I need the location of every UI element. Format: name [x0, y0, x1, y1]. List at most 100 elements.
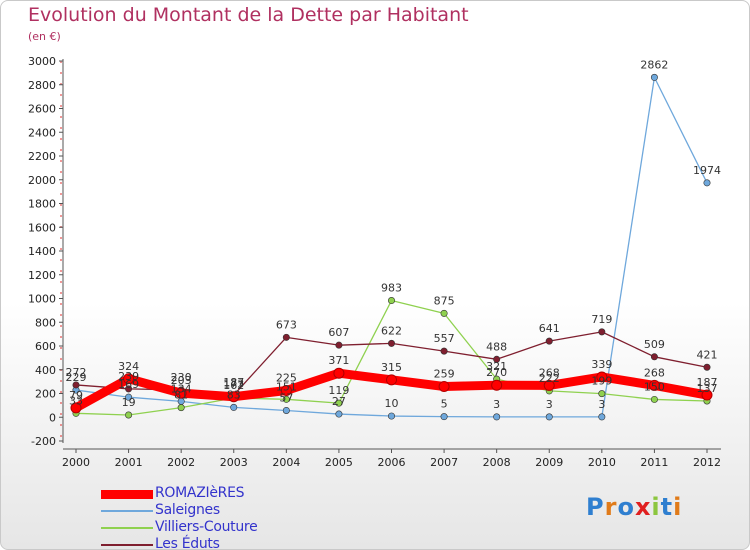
data-point: [282, 333, 290, 341]
data-point: [282, 406, 290, 414]
data-point: [598, 413, 606, 421]
data-point: [228, 391, 240, 403]
data-point: [333, 367, 345, 379]
data-label: 150: [644, 380, 665, 393]
data-point: [596, 371, 608, 383]
data-label: 622: [381, 324, 402, 337]
y-tick-label: 600: [35, 340, 56, 353]
legend-swatch: [101, 544, 153, 546]
chart-subtitle: (en €): [28, 30, 61, 43]
legend-label: ROMAZIèRES: [155, 485, 245, 501]
data-label: 79: [69, 389, 83, 402]
y-tick-label: 2400: [28, 126, 56, 139]
data-point: [543, 379, 555, 391]
y-tick-label: 3000: [28, 55, 56, 68]
y-tick-label: 2800: [28, 79, 56, 92]
data-point: [440, 347, 448, 355]
data-label: 239: [118, 370, 139, 383]
x-tick-label: 2007: [430, 456, 458, 469]
y-tick-label: 2000: [28, 174, 56, 187]
data-label: 10: [385, 397, 399, 410]
proxiti-logo: Proxiti: [586, 493, 683, 521]
data-label: 187: [697, 376, 718, 389]
legend-label: Saleignes: [155, 502, 220, 518]
data-point: [440, 413, 448, 421]
data-label: 607: [328, 326, 349, 339]
legend-item: ROMAZIèRES: [101, 485, 401, 502]
x-tick-label: 2005: [325, 456, 353, 469]
x-tick-label: 2006: [378, 456, 406, 469]
data-label: 983: [381, 282, 402, 295]
data-point: [598, 390, 606, 398]
data-label: 268: [539, 366, 560, 379]
data-point: [125, 411, 133, 419]
data-label: 187: [223, 376, 244, 389]
data-point: [440, 309, 448, 317]
legend-swatch: [101, 489, 153, 499]
data-label: 557: [434, 332, 455, 345]
data-label: 230: [171, 371, 192, 384]
data-label: 57: [279, 391, 293, 404]
data-point: [545, 337, 553, 345]
data-label: 203: [171, 374, 192, 387]
data-point: [701, 389, 713, 401]
x-tick-label: 2009: [535, 456, 563, 469]
y-tick-label: 1400: [28, 245, 56, 258]
data-label: 1974: [693, 164, 721, 177]
data-label: 3: [493, 398, 500, 411]
data-point: [650, 395, 658, 403]
data-label: 173: [223, 378, 244, 391]
data-point: [70, 402, 82, 414]
data-label: 3: [546, 398, 553, 411]
data-label: 641: [539, 322, 560, 335]
data-label: 134: [171, 382, 192, 395]
data-point: [650, 353, 658, 361]
legend-label: Les Éduts: [155, 536, 220, 550]
data-label: 33: [69, 394, 83, 407]
y-tick-label: 800: [35, 316, 56, 329]
data-point: [125, 385, 133, 393]
series-points: [70, 73, 713, 421]
data-label: 162: [223, 379, 244, 392]
legend-item: Les Éduts: [101, 536, 401, 550]
axes: -200 0 200 400 600 800 1000 1200 1400 1600 1800 200…: [28, 55, 721, 469]
data-label: 83: [227, 388, 241, 401]
data-label: 2862: [640, 58, 668, 71]
data-point: [598, 328, 606, 336]
data-point: [335, 410, 343, 418]
data-point: [545, 413, 553, 421]
x-tick-label: 2000: [62, 456, 90, 469]
data-label: 421: [697, 348, 718, 361]
data-label: 229: [66, 371, 87, 384]
data-point: [648, 379, 660, 391]
data-point: [72, 381, 80, 389]
y-tick-label: 200: [35, 388, 56, 401]
data-point: [387, 412, 395, 420]
data-label: 272: [66, 366, 87, 379]
data-label: 81: [174, 389, 188, 402]
data-label: 151: [276, 380, 297, 393]
data-label: 27: [332, 395, 346, 408]
data-label: 270: [486, 366, 507, 379]
data-point: [493, 413, 501, 421]
data-label: 321: [486, 360, 507, 373]
y-tick-label: 1200: [28, 269, 56, 282]
data-point: [650, 73, 658, 81]
data-label: 119: [328, 384, 349, 397]
data-label: 222: [539, 372, 560, 385]
legend-swatch: [101, 510, 153, 512]
data-point: [335, 341, 343, 349]
y-tick-label: 1600: [28, 221, 56, 234]
x-tick-label: 2010: [588, 456, 616, 469]
y-tick-label: -200: [31, 435, 56, 448]
legend-label: Villiers-Couture: [155, 519, 258, 535]
data-label: 199: [591, 375, 612, 388]
x-tick-label: 2008: [483, 456, 511, 469]
data-point: [125, 393, 133, 401]
x-tick-label: 2003: [220, 456, 248, 469]
data-label: 169: [118, 378, 139, 391]
data-label: 19: [122, 396, 136, 409]
x-tick-label: 2004: [272, 456, 300, 469]
